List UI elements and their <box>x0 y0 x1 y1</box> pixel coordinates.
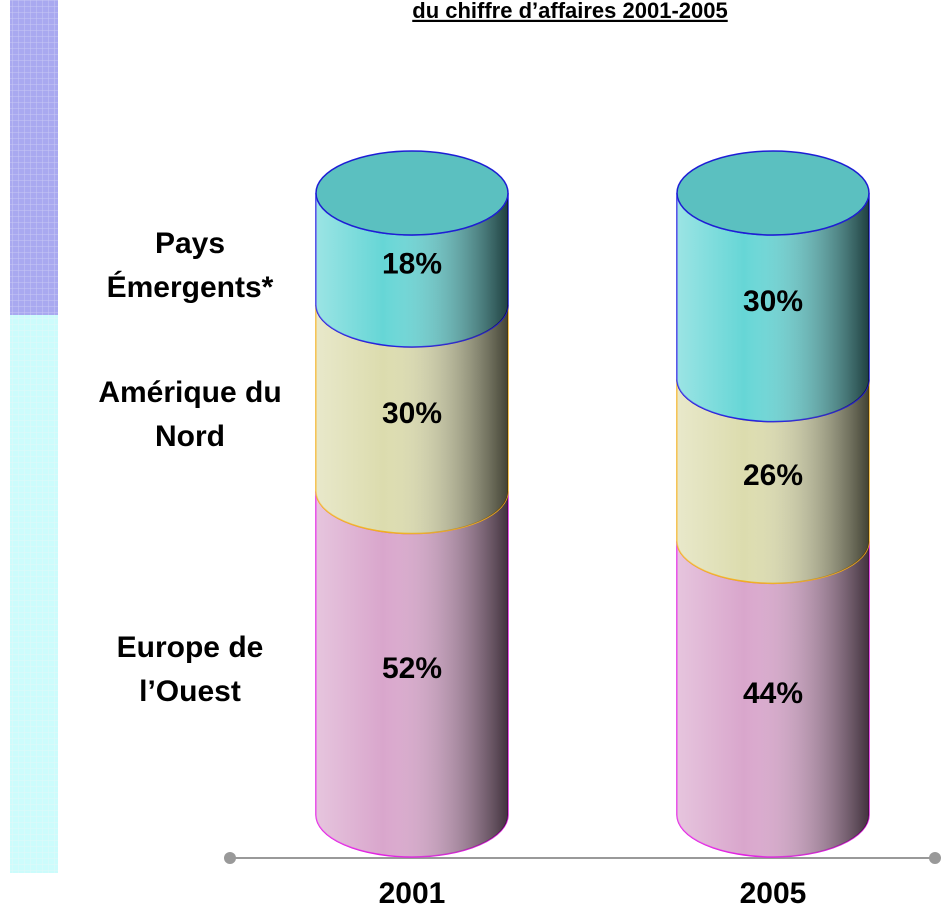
value-label: 18% <box>382 248 442 281</box>
sidebar-top-grid <box>10 0 58 315</box>
sidebar-bottom-grid <box>10 315 58 873</box>
value-label: 44% <box>743 677 803 710</box>
series-label: Pays Émergents* <box>106 226 274 304</box>
value-label: 26% <box>743 459 803 492</box>
bar-shade <box>677 541 869 857</box>
x-tick-label: 2001 <box>379 877 446 910</box>
value-label: 30% <box>382 397 442 430</box>
series-label: Amérique du Nord <box>98 376 282 454</box>
value-label: 52% <box>382 652 442 685</box>
chart-title: du chiffre d’affaires 2001-2005 <box>412 0 727 23</box>
bar-cap-shade <box>316 151 508 235</box>
bar-shade <box>677 193 869 422</box>
axis-end <box>224 852 236 864</box>
bar-cap-shade <box>677 151 869 235</box>
x-tick-label: 2005 <box>740 877 807 910</box>
bar-shade <box>316 491 508 857</box>
bar-shade <box>316 304 508 534</box>
value-label: 30% <box>743 285 803 318</box>
bar-cap <box>676 150 870 236</box>
bar-shade <box>677 379 869 584</box>
axis-end <box>929 852 941 864</box>
bar-cap <box>315 150 509 236</box>
bar-shade <box>316 193 508 347</box>
series-label: Europe de l’Ouest <box>116 631 264 709</box>
